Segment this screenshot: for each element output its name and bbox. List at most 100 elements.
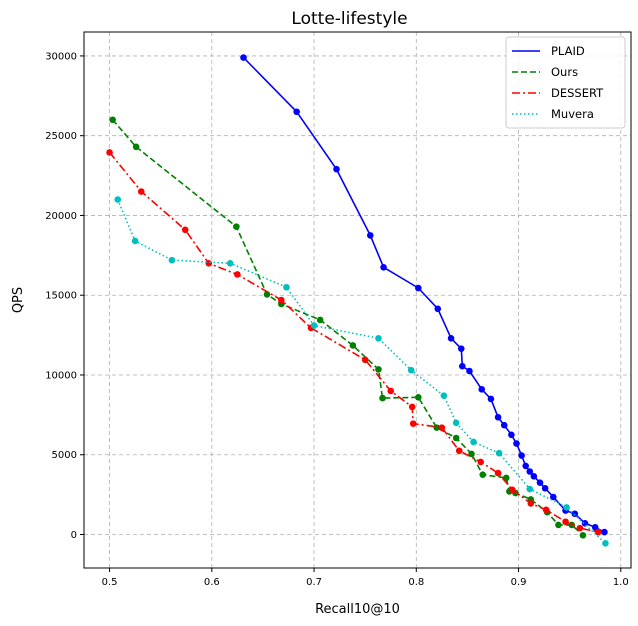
- data-point: [434, 305, 442, 313]
- data-point: [555, 521, 562, 529]
- data-point: [380, 263, 387, 271]
- series-layer: [106, 54, 609, 547]
- data-point: [240, 54, 247, 61]
- data-point: [333, 165, 340, 173]
- data-point: [408, 403, 416, 411]
- series-dessert: [106, 149, 602, 536]
- y-tick-label: 10000: [45, 370, 77, 381]
- data-point: [522, 462, 529, 470]
- y-tick-label: 0: [71, 530, 77, 541]
- data-point: [500, 421, 508, 429]
- y-tick-label: 30000: [45, 51, 77, 62]
- ticks: 0.5 0.6 0.7 0.8 0.9 1.0 0 5000 10000 15000 20000 25…: [45, 51, 629, 588]
- data-point: [366, 232, 374, 239]
- x-tick-label: 0.6: [204, 577, 220, 588]
- series-line: [111, 119, 584, 536]
- data-point: [181, 226, 189, 234]
- grid: [84, 32, 631, 568]
- legend: PLAID Ours DESSERT Muvera: [505, 36, 626, 129]
- data-point: [513, 440, 520, 447]
- data-point: [415, 284, 422, 292]
- data-point: [494, 469, 502, 477]
- data-point: [477, 458, 485, 466]
- data-point: [106, 149, 113, 156]
- data-point: [409, 420, 417, 427]
- data-point: [234, 271, 241, 278]
- data-point: [458, 362, 466, 370]
- chart-title: Lotte-lifestyle: [291, 9, 407, 29]
- data-point: [594, 528, 602, 536]
- x-tick-label: 1.0: [613, 577, 629, 588]
- data-point: [226, 260, 234, 267]
- legend-entry: PLAID: [551, 44, 585, 58]
- data-point: [109, 116, 116, 124]
- series-muvera: [114, 196, 609, 547]
- data-point: [526, 485, 534, 493]
- x-tick-label: 0.5: [102, 577, 118, 588]
- data-point: [440, 392, 448, 400]
- data-point: [233, 223, 240, 230]
- data-point: [132, 143, 140, 151]
- data-point: [602, 539, 609, 547]
- data-point: [114, 196, 122, 203]
- data-point: [576, 524, 584, 532]
- data-point: [468, 450, 475, 458]
- data-point: [466, 367, 473, 375]
- y-tick-label: 25000: [45, 131, 77, 142]
- data-point: [415, 394, 422, 401]
- data-point: [205, 260, 213, 267]
- data-point: [562, 518, 569, 526]
- data-point: [601, 528, 608, 536]
- data-point: [478, 386, 486, 393]
- data-point: [361, 356, 369, 364]
- data-point: [571, 510, 579, 518]
- data-point: [293, 108, 300, 116]
- data-point: [509, 486, 516, 494]
- data-point: [508, 431, 515, 439]
- data-point: [542, 506, 550, 514]
- data-point: [278, 296, 285, 304]
- data-point: [541, 484, 549, 492]
- x-axis-label: Recall10@10: [315, 602, 400, 617]
- data-point: [536, 479, 544, 486]
- legend-box: [505, 36, 626, 129]
- data-point: [452, 434, 460, 442]
- data-point: [470, 438, 477, 446]
- data-point: [387, 387, 395, 395]
- data-point: [527, 500, 535, 507]
- data-point: [591, 524, 599, 531]
- data-point: [452, 419, 460, 427]
- data-point: [487, 395, 495, 403]
- data-point: [379, 394, 386, 402]
- data-point: [316, 316, 324, 324]
- data-point: [494, 413, 502, 421]
- data-point: [433, 424, 441, 431]
- data-point: [479, 471, 487, 478]
- data-point: [457, 345, 465, 352]
- data-point: [375, 334, 382, 342]
- data-point: [263, 291, 271, 298]
- y-axis-label: QPS: [11, 287, 26, 313]
- y-tick-label: 15000: [45, 291, 77, 302]
- x-tick-label: 0.8: [408, 577, 424, 588]
- series-plaid: [240, 54, 608, 536]
- data-point: [131, 237, 139, 245]
- data-point: [530, 472, 538, 480]
- data-point: [549, 493, 557, 501]
- data-point: [438, 424, 446, 431]
- data-point: [407, 366, 415, 374]
- data-point: [579, 531, 587, 539]
- data-point: [375, 366, 382, 373]
- x-tick-label: 0.7: [306, 577, 322, 588]
- data-point: [310, 322, 318, 329]
- y-tick-label: 5000: [52, 450, 77, 461]
- y-tick-label: 20000: [45, 211, 77, 222]
- legend-entry: DESSERT: [551, 86, 604, 100]
- data-point: [526, 468, 534, 475]
- data-point: [283, 283, 290, 291]
- data-point: [349, 342, 357, 349]
- data-point: [137, 188, 145, 195]
- series-ours: [109, 116, 587, 539]
- data-point: [168, 256, 176, 264]
